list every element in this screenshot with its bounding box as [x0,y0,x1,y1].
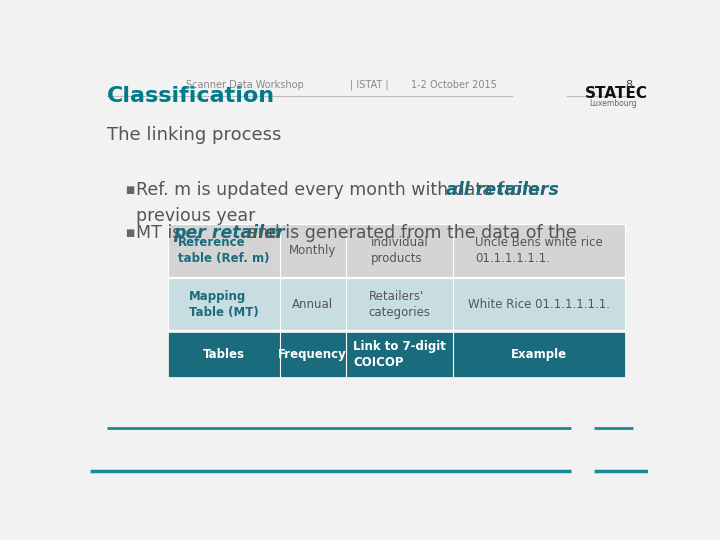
Text: and is generated from the data of the: and is generated from the data of the [246,224,576,242]
Text: MT is: MT is [137,224,187,242]
Text: Luxembourg: Luxembourg [589,99,636,107]
Text: ■: ■ [125,185,134,194]
Text: 8: 8 [625,80,632,90]
Text: ■: ■ [125,228,134,238]
Text: Uncle Bens white rice
01.1.1.1.1.1.: Uncle Bens white rice 01.1.1.1.1.1. [475,236,603,265]
Text: Annual: Annual [292,298,333,311]
Text: previous year: previous year [137,207,256,225]
Text: Tables: Tables [202,348,245,361]
Text: individual
products: individual products [371,236,428,265]
Text: Monthly: Monthly [289,244,336,257]
Text: Frequency: Frequency [279,348,347,361]
Text: STATEC: STATEC [585,86,647,102]
Text: White Rice 01.1.1.1.1.1.: White Rice 01.1.1.1.1.1. [468,298,610,311]
Text: The linking process: The linking process [107,126,282,144]
Text: Retailers'
categories: Retailers' categories [369,290,431,319]
Text: Link to 7-digit
COICOP: Link to 7-digit COICOP [353,340,446,369]
Bar [168,278,625,330]
Bar [168,224,625,276]
Text: per retailer: per retailer [173,224,284,242]
Text: Mapping
Table (MT): Mapping Table (MT) [189,290,258,319]
Text: Scanner Data Workshop: Scanner Data Workshop [186,80,304,90]
Text: 1-2 October 2015: 1-2 October 2015 [411,80,498,90]
Text: Reference
table (Ref. m): Reference table (Ref. m) [178,236,269,265]
Text: all retailers: all retailers [446,180,559,199]
Text: | ISTAT |: | ISTAT | [350,79,388,90]
Text: Ref. m is updated every month with data from: Ref. m is updated every month with data … [137,180,545,199]
Text: Classification: Classification [107,86,275,106]
Bar [168,332,625,377]
Text: Example: Example [511,348,567,361]
